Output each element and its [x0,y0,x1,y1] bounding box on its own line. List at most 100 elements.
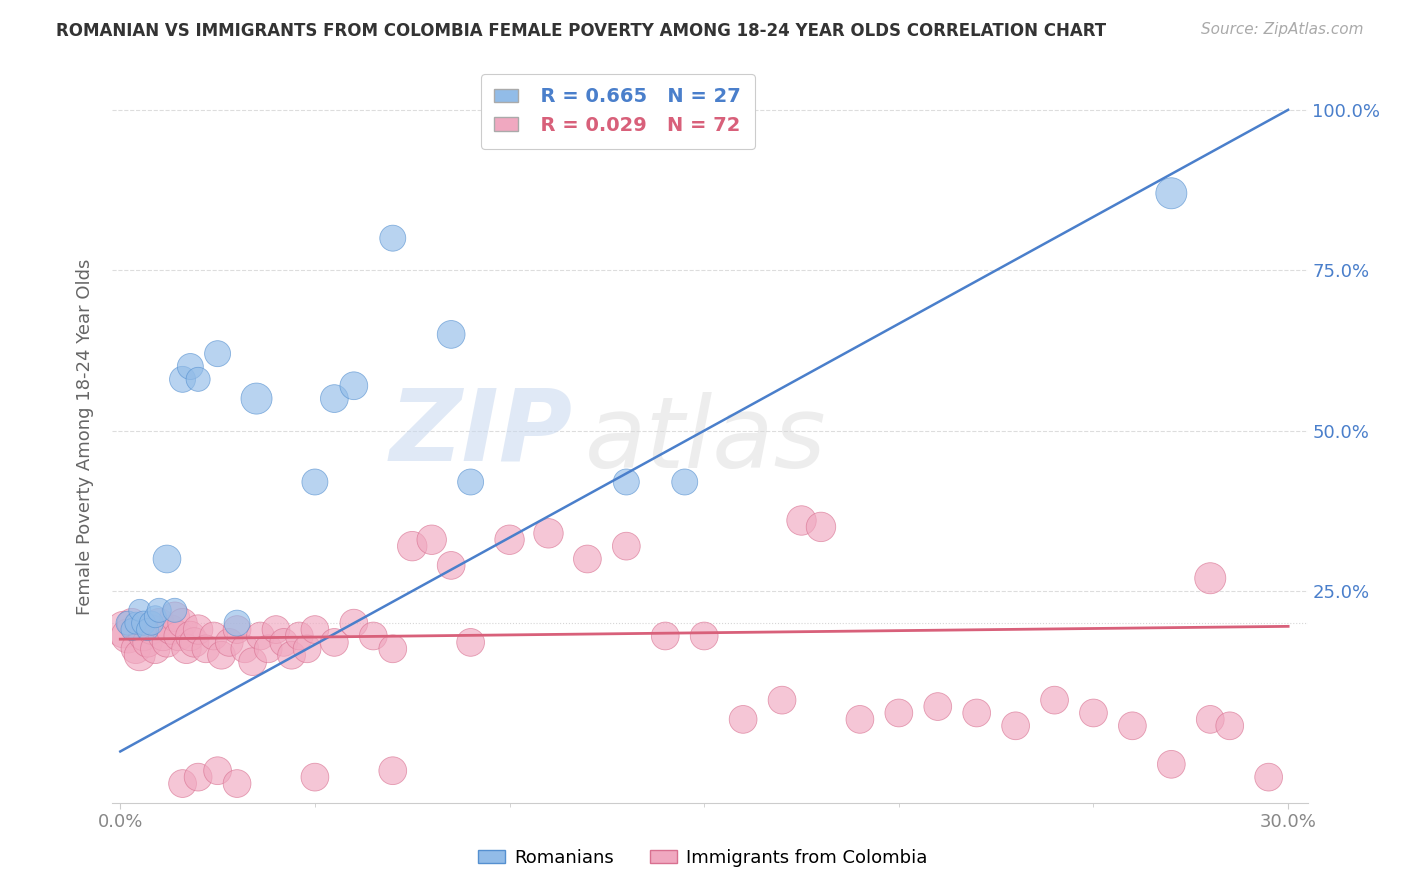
Point [576,552,599,566]
Point [381,764,404,778]
Point [194,641,217,656]
Point [207,346,229,360]
Point [136,623,159,637]
Point [654,629,676,643]
Point [148,603,170,617]
Point [176,641,198,656]
Point [1083,706,1105,720]
Point [148,616,170,631]
Point [132,629,155,643]
Point [172,616,194,631]
Point [125,616,148,631]
Point [172,372,194,386]
Text: ROMANIAN VS IMMIGRANTS FROM COLOMBIA FEMALE POVERTY AMONG 18-24 YEAR OLDS CORREL: ROMANIAN VS IMMIGRANTS FROM COLOMBIA FEM… [56,22,1107,40]
Point [288,629,311,643]
Point [323,392,346,406]
Point [207,764,229,778]
Point [295,641,318,656]
Point [117,629,139,643]
Point [179,359,201,374]
Point [849,712,872,726]
Point [167,629,190,643]
Point [264,623,287,637]
Point [226,616,249,631]
Point [733,712,755,726]
Point [693,103,716,117]
Point [460,635,482,649]
Point [128,648,150,663]
Point [132,616,155,631]
Point [187,623,209,637]
Y-axis label: Female Poverty Among 18-24 Year Olds: Female Poverty Among 18-24 Year Olds [76,259,94,615]
Point [1004,719,1026,733]
Point [1219,719,1241,733]
Point [1199,571,1222,585]
Point [226,776,249,790]
Point [304,770,326,784]
Point [420,533,443,547]
Point [141,623,163,637]
Point [172,776,194,790]
Point [343,616,366,631]
Point [160,623,183,637]
Text: ZIP: ZIP [389,385,572,482]
Point [125,641,148,656]
Point [273,635,295,649]
Point [1121,719,1143,733]
Point [211,648,233,663]
Point [401,539,423,553]
Point [156,635,179,649]
Point [1160,186,1182,201]
Legend: Romanians, Immigrants from Colombia: Romanians, Immigrants from Colombia [471,842,935,874]
Point [810,520,832,534]
Point [121,616,143,631]
Point [117,616,139,631]
Point [187,372,209,386]
Point [343,378,366,392]
Point [440,558,463,573]
Point [143,609,166,624]
Point [183,635,205,649]
Point [233,641,256,656]
Point [218,635,240,649]
Point [1199,712,1222,726]
Point [202,629,225,643]
Point [152,629,174,643]
Point [179,629,201,643]
Point [770,693,793,707]
Point [966,706,988,720]
Point [1160,757,1182,772]
Point [460,475,482,489]
Point [141,616,163,631]
Point [280,648,302,663]
Point [187,770,209,784]
Point [537,526,560,541]
Point [156,552,179,566]
Point [242,655,264,669]
Legend:   R = 0.665   N = 27,   R = 0.029   N = 72: R = 0.665 N = 27, R = 0.029 N = 72 [481,74,755,149]
Point [128,603,150,617]
Point [1043,693,1066,707]
Point [143,641,166,656]
Point [673,475,696,489]
Point [249,629,271,643]
Point [614,539,637,553]
Point [440,327,463,342]
Point [257,641,280,656]
Point [121,623,143,637]
Point [323,635,346,649]
Point [304,475,326,489]
Point [163,603,186,617]
Point [381,641,404,656]
Point [163,609,186,624]
Point [136,635,159,649]
Point [226,623,249,637]
Text: atlas: atlas [585,392,827,489]
Point [614,475,637,489]
Point [112,623,135,637]
Point [363,629,385,643]
Point [1257,770,1279,784]
Point [790,514,813,528]
Text: Source: ZipAtlas.com: Source: ZipAtlas.com [1201,22,1364,37]
Point [381,231,404,245]
